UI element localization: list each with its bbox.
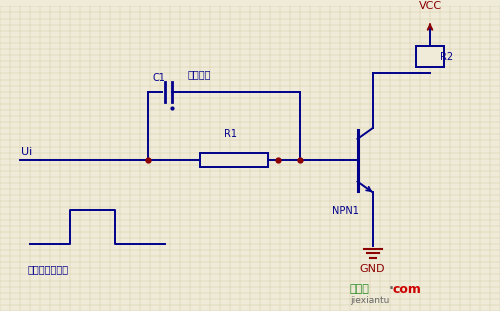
Text: 接线图: 接线图 — [350, 284, 370, 294]
Text: ·: · — [388, 279, 394, 299]
Text: NPN1: NPN1 — [332, 206, 359, 216]
Text: 输入的脉冲信号: 输入的脉冲信号 — [28, 264, 68, 274]
Text: VCC: VCC — [418, 1, 442, 11]
Bar — [416, 46, 444, 67]
Text: Ui: Ui — [21, 147, 32, 157]
Text: C1: C1 — [152, 72, 166, 82]
Bar — [200, 153, 268, 167]
Text: 加速电容: 加速电容 — [188, 70, 211, 80]
Text: jiexiantu: jiexiantu — [350, 296, 390, 305]
Text: com: com — [392, 283, 422, 296]
Text: GND: GND — [360, 264, 385, 274]
Text: R1: R1 — [224, 129, 237, 139]
Text: R2: R2 — [440, 52, 453, 62]
